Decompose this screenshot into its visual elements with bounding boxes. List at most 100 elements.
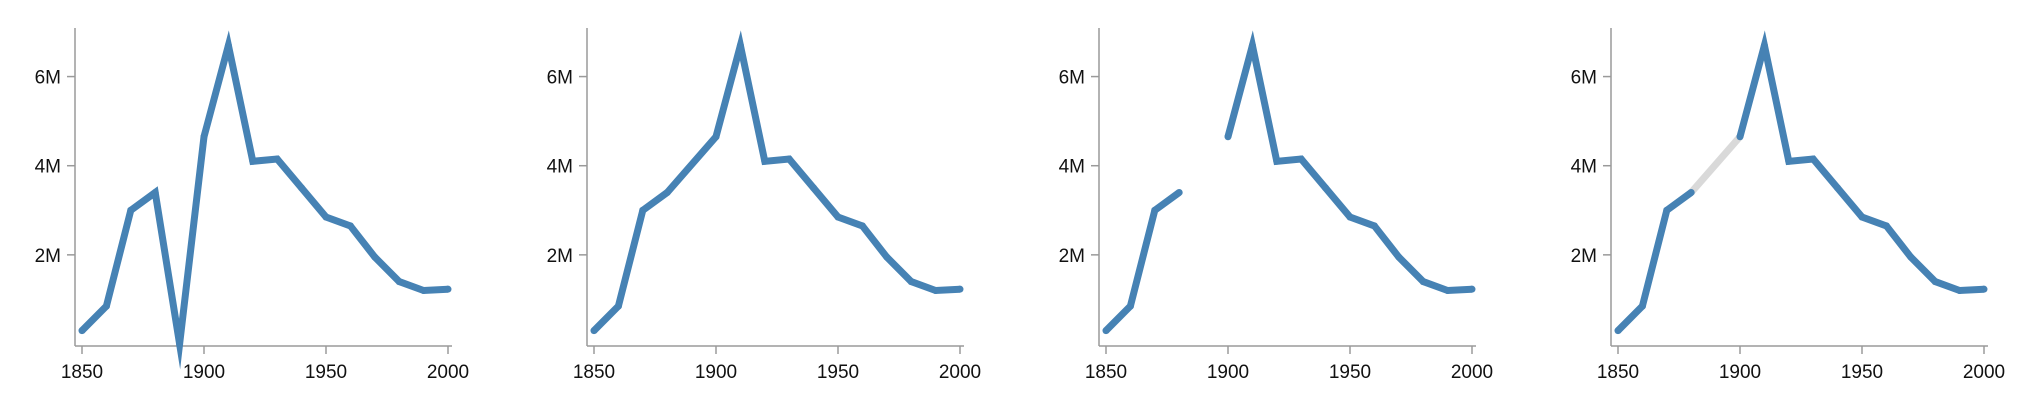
data-point bbox=[1444, 287, 1452, 295]
data-point bbox=[1638, 302, 1646, 310]
data-point bbox=[1614, 327, 1622, 335]
y-tick-label: 6M bbox=[547, 68, 573, 89]
data-point bbox=[176, 340, 184, 348]
x-tick-label: 2000 bbox=[1963, 362, 2005, 383]
chart-panel-2: 2M 4M 6M 1850 1900 1950 2000 bbox=[547, 28, 981, 383]
data-point bbox=[224, 41, 232, 49]
data-point bbox=[1346, 213, 1354, 221]
data-point bbox=[200, 133, 208, 141]
x-tick-label: 1850 bbox=[1085, 362, 1127, 383]
series-line bbox=[591, 30, 961, 334]
data-point bbox=[590, 327, 598, 335]
data-point bbox=[1248, 41, 1256, 49]
y-tick-label: 2M bbox=[547, 246, 573, 267]
x-tick-label: 1850 bbox=[61, 362, 103, 383]
y-tick-label: 4M bbox=[547, 157, 573, 178]
data-point bbox=[1858, 213, 1866, 221]
x-tick-label: 2000 bbox=[427, 362, 469, 383]
x-tick-label: 2000 bbox=[1451, 362, 1493, 383]
y-tick-label: 6M bbox=[35, 68, 61, 89]
data-point bbox=[712, 133, 720, 141]
data-point bbox=[614, 302, 622, 310]
data-point bbox=[1882, 222, 1890, 230]
x-tick-label: 1950 bbox=[817, 362, 859, 383]
data-point bbox=[395, 278, 403, 286]
data-point bbox=[1151, 206, 1159, 214]
data-point bbox=[1370, 222, 1378, 230]
data-point bbox=[810, 184, 818, 192]
y-tick-label: 2M bbox=[35, 246, 61, 267]
data-point bbox=[1907, 253, 1915, 261]
data-point bbox=[736, 41, 744, 49]
data-point bbox=[151, 188, 159, 196]
data-point bbox=[1468, 285, 1476, 293]
gap-fill-segment bbox=[1688, 134, 1743, 195]
x-tick-label: 1950 bbox=[1329, 362, 1371, 383]
y-tick-label: 4M bbox=[1059, 157, 1085, 178]
data-point bbox=[322, 213, 330, 221]
x-tick-label: 1850 bbox=[573, 362, 615, 383]
data-point bbox=[1102, 327, 1110, 335]
data-point bbox=[932, 287, 940, 295]
x-tick-label: 1850 bbox=[1597, 362, 1639, 383]
chart-panel-3: 2M 4M 6M 1850 1900 1950 2000 bbox=[1059, 28, 1493, 383]
data-point bbox=[1126, 302, 1134, 310]
series-line bbox=[1103, 189, 1182, 334]
data-point bbox=[1736, 133, 1744, 141]
data-point bbox=[1322, 184, 1330, 192]
data-point bbox=[834, 213, 842, 221]
data-point bbox=[1760, 41, 1768, 49]
data-point bbox=[444, 285, 452, 293]
data-point bbox=[298, 184, 306, 192]
data-point bbox=[956, 285, 964, 293]
data-point bbox=[346, 222, 354, 230]
data-point bbox=[1834, 184, 1842, 192]
series-line bbox=[1615, 189, 1694, 334]
data-point bbox=[249, 157, 257, 165]
data-point bbox=[1395, 253, 1403, 261]
data-point bbox=[1224, 133, 1232, 141]
y-tick-label: 6M bbox=[1059, 68, 1085, 89]
data-point bbox=[639, 206, 647, 214]
data-point bbox=[1809, 155, 1817, 163]
data-point bbox=[1980, 285, 1988, 293]
data-point bbox=[420, 287, 428, 295]
y-tick-label: 6M bbox=[1571, 68, 1597, 89]
data-point bbox=[1273, 157, 1281, 165]
data-point bbox=[785, 155, 793, 163]
y-tick-label: 4M bbox=[35, 157, 61, 178]
data-point bbox=[1297, 155, 1305, 163]
chart-panel-1: 2M 4M 6M 1850 1900 1950 2000 bbox=[35, 28, 469, 383]
x-tick-label: 1950 bbox=[305, 362, 347, 383]
data-point bbox=[1175, 188, 1183, 196]
data-point bbox=[761, 157, 769, 165]
data-point bbox=[1687, 188, 1695, 196]
data-point bbox=[1663, 206, 1671, 214]
y-tick-label: 2M bbox=[1059, 246, 1085, 267]
y-tick-label: 2M bbox=[1571, 246, 1597, 267]
data-point bbox=[1419, 278, 1427, 286]
x-tick-label: 1900 bbox=[695, 362, 737, 383]
data-point bbox=[127, 206, 135, 214]
data-point bbox=[371, 253, 379, 261]
data-point bbox=[907, 278, 915, 286]
series-line bbox=[1224, 30, 1473, 295]
series-line bbox=[79, 30, 449, 370]
data-point bbox=[883, 253, 891, 261]
y-tick-label: 4M bbox=[1571, 157, 1597, 178]
x-tick-label: 1900 bbox=[1207, 362, 1249, 383]
x-tick-label: 1950 bbox=[1841, 362, 1883, 383]
data-point bbox=[858, 222, 866, 230]
x-tick-label: 2000 bbox=[939, 362, 981, 383]
data-point bbox=[273, 155, 281, 163]
data-point bbox=[1931, 278, 1939, 286]
series-line bbox=[1736, 30, 1985, 295]
x-tick-label: 1900 bbox=[1719, 362, 1761, 383]
data-point bbox=[1956, 287, 1964, 295]
data-point bbox=[78, 327, 86, 335]
data-point bbox=[1785, 157, 1793, 165]
x-tick-label: 1900 bbox=[183, 362, 225, 383]
data-point bbox=[102, 302, 110, 310]
